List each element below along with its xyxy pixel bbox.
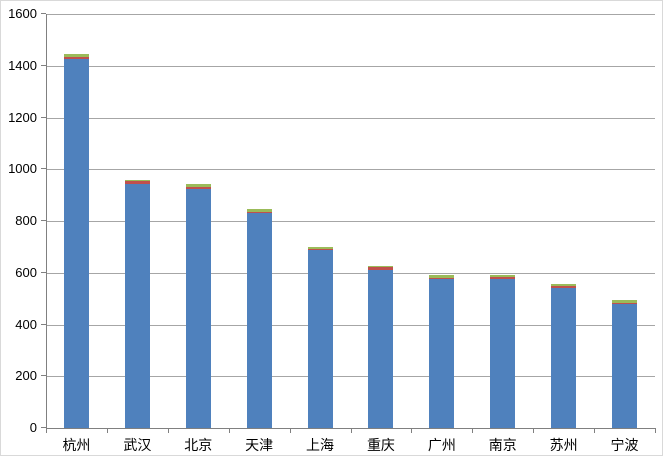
y-tick-label: 1600	[8, 6, 37, 21]
bar-武汉	[124, 180, 150, 428]
x-axis-tick	[533, 429, 535, 433]
bar-segment-2	[246, 209, 272, 213]
bar-segment-0	[185, 188, 211, 428]
bar-segment-0	[368, 269, 394, 428]
x-tick-label: 南京	[488, 437, 517, 453]
bar-segment-2	[63, 53, 89, 57]
x-axis-tick	[411, 429, 413, 433]
y-axis-tick	[41, 116, 46, 118]
y-tick-label: 1200	[8, 109, 37, 125]
x-tick-label: 天津	[245, 437, 274, 453]
bar-上海	[307, 246, 333, 428]
bar-天津	[246, 209, 272, 428]
bar-segment-1	[612, 302, 638, 305]
x-tick-label: 重庆	[366, 437, 395, 453]
plot-area	[46, 14, 655, 428]
bar-segment-1	[63, 56, 89, 60]
x-tick-label: 苏州	[549, 437, 578, 453]
bar-segment-2	[307, 246, 333, 250]
y-tick-label: 1400	[8, 57, 37, 73]
y-axis-tick	[41, 323, 46, 325]
bar-杭州	[63, 53, 89, 428]
x-tick-label: 宁波	[610, 437, 639, 453]
y-axis-tick	[41, 64, 46, 66]
x-axis-tick	[289, 429, 291, 433]
bar-重庆	[368, 266, 394, 428]
bar-广州	[429, 275, 455, 428]
gridline	[46, 272, 655, 274]
bar-segment-2	[612, 300, 638, 303]
x-axis-tick	[46, 429, 47, 433]
bar-segment-1	[307, 248, 333, 250]
bar-segment-1	[429, 277, 455, 279]
gridline	[46, 65, 655, 67]
bar-segment-2	[124, 180, 150, 182]
x-axis-tick	[472, 429, 474, 433]
y-tick-label: 800	[15, 213, 37, 228]
bar-segment-1	[490, 277, 516, 280]
y-axis-tick	[41, 168, 46, 170]
x-axis-tick	[655, 429, 656, 433]
x-tick-label: 武汉	[123, 437, 152, 453]
y-tick-label: 200	[15, 368, 37, 384]
bar-segment-1	[124, 181, 150, 184]
bar-segment-1	[246, 211, 272, 213]
bar-宁波	[612, 300, 638, 428]
y-axis-tick	[41, 375, 46, 377]
gridline	[46, 221, 655, 222]
gridline	[46, 376, 655, 378]
x-axis-tick	[106, 429, 108, 433]
y-axis-line	[46, 14, 47, 428]
x-tick-label: 广州	[427, 437, 456, 453]
bar-segment-0	[63, 59, 89, 428]
bar-segment-1	[185, 186, 211, 189]
bar-南京	[490, 274, 516, 428]
y-tick-label: 0	[29, 420, 37, 435]
bar-segment-1	[551, 285, 577, 288]
y-axis-tick	[41, 271, 46, 273]
y-axis-tick	[41, 220, 46, 221]
y-tick-label: 400	[15, 316, 37, 332]
bar-segment-0	[429, 278, 455, 428]
bar-segment-2	[551, 283, 577, 286]
bar-segment-0	[124, 183, 150, 428]
x-tick-label: 杭州	[62, 437, 91, 453]
gridline	[46, 324, 655, 326]
y-tick-label: 1000	[8, 161, 37, 177]
x-axis-line	[46, 428, 656, 429]
bar-segment-2	[368, 266, 394, 268]
x-axis-tick	[594, 429, 596, 433]
bar-segment-2	[185, 183, 211, 187]
gridline	[46, 169, 655, 171]
bar-苏州	[551, 283, 577, 428]
x-axis-tick	[167, 429, 169, 433]
x-tick-label: 上海	[306, 437, 335, 453]
bar-segment-1	[368, 267, 394, 270]
gridline	[46, 14, 655, 15]
bar-segment-0	[612, 304, 638, 428]
bar-segment-0	[246, 212, 272, 428]
x-tick-label: 北京	[184, 437, 213, 453]
bar-segment-0	[551, 287, 577, 428]
y-tick-label: 600	[15, 264, 37, 280]
bar-北京	[185, 183, 211, 428]
bar-segment-0	[307, 249, 333, 428]
x-axis-tick	[350, 429, 352, 433]
bar-segment-2	[429, 275, 455, 278]
x-axis-tick	[228, 429, 230, 433]
gridline	[46, 117, 655, 119]
bar-segment-0	[490, 279, 516, 428]
y-axis-tick	[41, 13, 46, 14]
y-axis-tick	[41, 427, 46, 428]
bar-segment-2	[490, 274, 516, 278]
